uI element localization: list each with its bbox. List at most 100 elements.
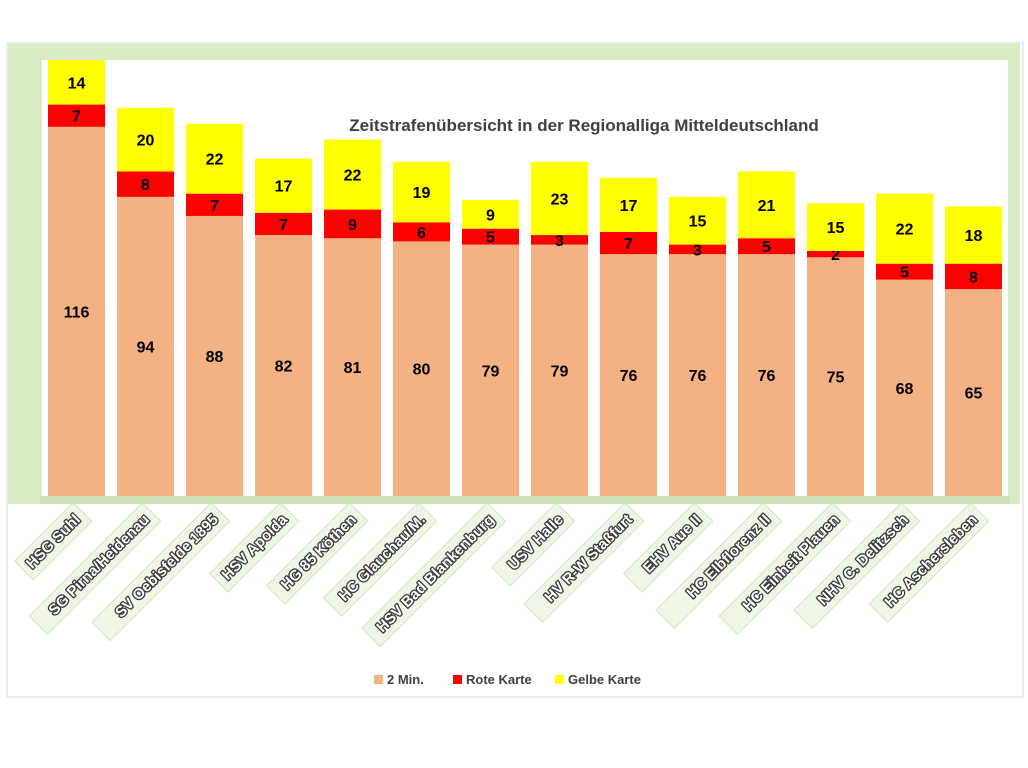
bar-rote-karte-1 [117, 171, 174, 197]
legend-label-gelbe-karte: Gelbe Karte [568, 672, 641, 687]
legend-swatch-rote-karte [453, 675, 462, 684]
bar-2min-11 [807, 257, 864, 496]
category-label-box-12 [793, 502, 921, 630]
data-label-gelbe-karte-9: 15 [689, 214, 707, 231]
category-label-box-6 [361, 502, 507, 648]
data-label-gelbe-karte-3: 17 [275, 179, 293, 196]
bar-2min-4 [324, 238, 381, 496]
bar-gelbe-karte-12 [876, 193, 933, 264]
bar-gelbe-karte-9 [669, 196, 726, 245]
bars-group: 1167149482088722827178192280619795979323… [48, 60, 1002, 497]
bar-gelbe-karte-3 [255, 158, 312, 213]
data-label-gelbe-karte-10: 21 [758, 198, 776, 215]
bar-gelbe-karte-6 [462, 200, 519, 229]
data-label-gelbe-karte-7: 23 [551, 191, 569, 208]
data-label-2min-6: 79 [482, 363, 500, 380]
bar-rote-karte-11 [807, 250, 864, 258]
bar-rote-karte-12 [876, 263, 933, 280]
bar-2min-12 [876, 279, 933, 496]
data-label-rote-karte-13: 8 [969, 269, 978, 286]
data-label-2min-5: 80 [413, 362, 431, 379]
bar-gelbe-karte-10 [738, 171, 795, 239]
category-label-box-4 [265, 502, 369, 605]
bar-2min-10 [738, 254, 795, 496]
bar-rote-karte-13 [945, 263, 1002, 290]
bar-2min-9 [669, 254, 726, 496]
data-label-gelbe-karte-8: 17 [620, 198, 638, 215]
category-label-box-0 [14, 502, 93, 581]
data-label-rote-karte-7: 3 [555, 233, 564, 250]
bar-2min-1 [117, 196, 174, 496]
data-label-2min-4: 81 [344, 360, 362, 377]
data-label-rote-karte-1: 8 [141, 177, 150, 194]
data-label-gelbe-karte-13: 18 [965, 228, 983, 245]
category-label-box-5 [322, 502, 438, 617]
bar-rote-karte-7 [531, 235, 588, 245]
data-label-rote-karte-6: 5 [486, 230, 495, 247]
data-label-gelbe-karte-4: 22 [344, 168, 362, 185]
bar-rote-karte-0 [48, 104, 105, 127]
bar-rote-karte-10 [738, 238, 795, 255]
x-axis-band [40, 496, 1010, 504]
data-label-gelbe-karte-5: 19 [413, 185, 431, 202]
data-label-rote-karte-10: 5 [762, 239, 771, 256]
bar-gelbe-karte-2 [186, 123, 243, 194]
bar-2min-6 [462, 244, 519, 496]
bar-rote-karte-6 [462, 228, 519, 245]
bar-2min-3 [255, 235, 312, 496]
data-label-gelbe-karte-2: 22 [206, 152, 224, 169]
bar-rote-karte-4 [324, 209, 381, 239]
category-label-box-1 [28, 502, 162, 636]
bar-gelbe-karte-0 [48, 60, 105, 105]
data-label-gelbe-karte-0: 14 [68, 75, 86, 92]
data-label-rote-karte-5: 6 [417, 225, 426, 242]
data-label-gelbe-karte-1: 20 [137, 133, 155, 150]
category-label-box-3 [208, 502, 300, 593]
bar-gelbe-karte-1 [117, 107, 174, 172]
chart-title: Zeitstrafenübersicht in der Regionalliga… [349, 116, 818, 135]
data-label-2min-7: 79 [551, 363, 569, 380]
bar-rote-karte-2 [186, 193, 243, 216]
bar-gelbe-karte-5 [393, 161, 450, 223]
data-label-2min-8: 76 [620, 368, 638, 385]
bar-gelbe-karte-13 [945, 206, 1002, 264]
category-label-box-10 [655, 502, 783, 630]
data-label-2min-1: 94 [137, 339, 155, 356]
bar-rote-karte-9 [669, 244, 726, 255]
data-label-rote-karte-2: 7 [210, 198, 219, 215]
data-label-2min-12: 68 [896, 381, 914, 398]
bar-2min-0 [48, 126, 105, 496]
bar-2min-7 [531, 244, 588, 496]
legend-label-rote-karte: Rote Karte [466, 672, 532, 687]
bar-gelbe-karte-7 [531, 161, 588, 236]
bar-gelbe-karte-4 [324, 139, 381, 210]
data-label-2min-13: 65 [965, 386, 983, 403]
data-label-rote-karte-9: 3 [693, 242, 702, 259]
bar-2min-8 [600, 254, 657, 496]
category-label-box-2 [91, 502, 231, 642]
data-label-gelbe-karte-12: 22 [896, 222, 914, 239]
data-label-rote-karte-8: 7 [624, 236, 633, 253]
legend-swatch-gelbe-karte [555, 675, 564, 684]
data-label-rote-karte-12: 5 [900, 265, 909, 282]
data-label-gelbe-karte-6: 9 [486, 207, 495, 224]
legend-label-2min: 2 Min. [387, 672, 424, 687]
data-label-2min-0: 116 [64, 304, 90, 321]
data-label-rote-karte-4: 9 [348, 217, 357, 234]
data-label-2min-2: 88 [206, 349, 224, 366]
data-label-2min-10: 76 [758, 368, 776, 385]
data-label-rote-karte-3: 7 [279, 217, 288, 234]
data-label-2min-11: 75 [827, 370, 845, 387]
data-label-2min-3: 82 [275, 359, 293, 376]
data-label-rote-karte-11: 2 [831, 247, 840, 264]
category-label-box-13 [868, 502, 990, 624]
legend: 2 Min. Rote Karte Gelbe Karte [374, 672, 641, 687]
category-label-box-9 [622, 502, 714, 593]
bar-gelbe-karte-11 [807, 203, 864, 251]
category-label-box-11 [718, 502, 852, 636]
data-label-rote-karte-0: 7 [72, 109, 81, 126]
data-label-gelbe-karte-11: 15 [827, 220, 845, 237]
category-label-box-8 [523, 502, 645, 624]
legend-swatch-2min [374, 675, 383, 684]
